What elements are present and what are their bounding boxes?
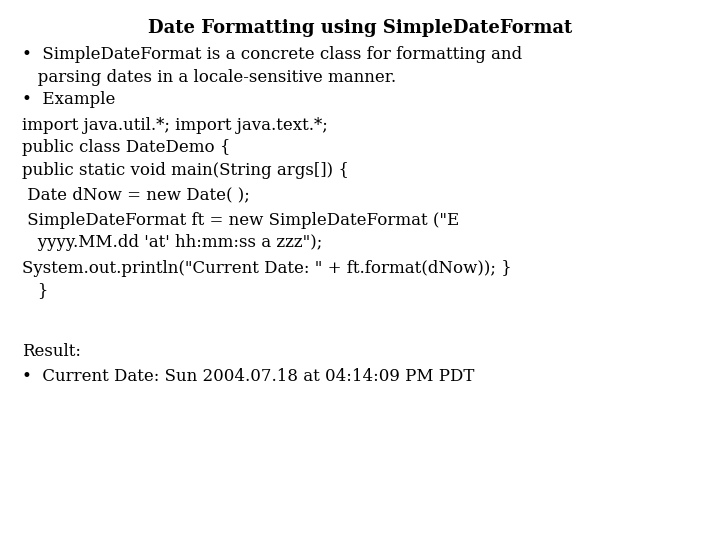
Text: parsing dates in a locale-sensitive manner.: parsing dates in a locale-sensitive mann…: [22, 69, 396, 85]
Text: System.out.println("Current Date: " + ft.format(dNow)); }: System.out.println("Current Date: " + ft…: [22, 260, 511, 276]
Text: public class DateDemo {: public class DateDemo {: [22, 139, 230, 156]
Text: import java.util.*; import java.text.*;: import java.util.*; import java.text.*;: [22, 117, 328, 133]
Text: Result:: Result:: [22, 343, 81, 360]
Text: SimpleDateFormat ft = new SimpleDateFormat ("E: SimpleDateFormat ft = new SimpleDateForm…: [22, 212, 459, 228]
Text: }: }: [22, 282, 48, 299]
Text: •  Current Date: Sun 2004.07.18 at 04:14:09 PM PDT: • Current Date: Sun 2004.07.18 at 04:14:…: [22, 368, 474, 385]
Text: •  Example: • Example: [22, 91, 115, 108]
Text: public static void main(String args[]) {: public static void main(String args[]) {: [22, 162, 348, 179]
Text: •  SimpleDateFormat is a concrete class for formatting and: • SimpleDateFormat is a concrete class f…: [22, 46, 522, 63]
Text: Date dNow = new Date( );: Date dNow = new Date( );: [22, 186, 249, 203]
Text: yyyy.MM.dd 'at' hh:mm:ss a zzz");: yyyy.MM.dd 'at' hh:mm:ss a zzz");: [22, 234, 322, 251]
Text: Date Formatting using SimpleDateFormat: Date Formatting using SimpleDateFormat: [148, 19, 572, 37]
